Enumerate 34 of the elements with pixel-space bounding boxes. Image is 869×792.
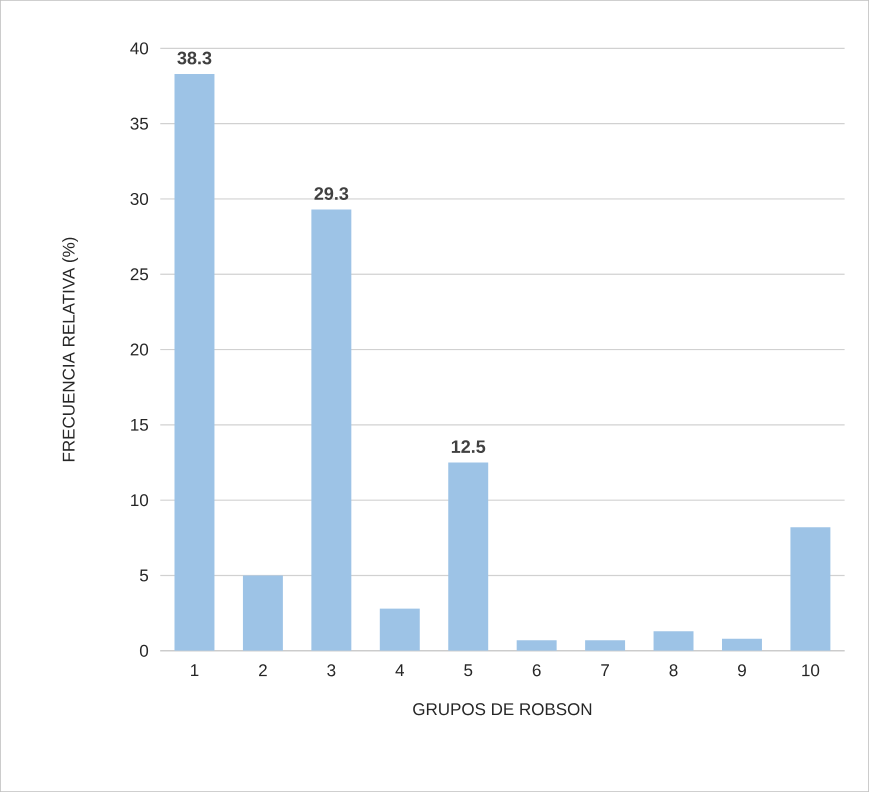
bar — [585, 640, 626, 651]
x-tick-label: 8 — [670, 664, 678, 676]
y-axis-title: FRECUENCIA RELATIVA (%) — [62, 238, 78, 462]
x-tick-label: 1 — [191, 664, 198, 676]
bar — [448, 462, 488, 651]
data-label: 29.3 — [314, 187, 348, 200]
y-tick-label: 0 — [140, 644, 148, 657]
y-tick-label: 35 — [130, 118, 148, 130]
x-tick-label: 3 — [327, 664, 336, 676]
bar — [790, 527, 830, 651]
y-tick-label: 20 — [130, 344, 148, 356]
bar — [654, 631, 694, 651]
bar — [516, 640, 557, 651]
y-tick-label: 15 — [131, 418, 148, 431]
y-tick-label: 40 — [130, 42, 148, 54]
bar — [242, 575, 283, 651]
x-tick-label: 4 — [395, 664, 404, 676]
y-tick-label: 25 — [130, 268, 148, 280]
x-tick-label: 2 — [259, 664, 267, 676]
data-label: 12.5 — [452, 440, 486, 453]
y-tick-label: 30 — [130, 192, 148, 205]
x-axis-title: GRUPOS DE ROBSON — [413, 703, 592, 716]
bar — [722, 638, 762, 651]
x-tick-label: 9 — [738, 664, 746, 676]
x-tick-label: 7 — [601, 664, 609, 676]
data-label: 38.3 — [177, 52, 212, 64]
x-tick-label: 10 — [802, 664, 820, 676]
y-tick-label: 5 — [140, 570, 148, 582]
y-tick-label: 10 — [131, 494, 148, 506]
bar — [380, 608, 420, 651]
x-tick-label: 6 — [532, 664, 541, 676]
bar — [311, 209, 352, 651]
bar — [174, 74, 214, 651]
x-tick-label: 5 — [464, 664, 472, 676]
